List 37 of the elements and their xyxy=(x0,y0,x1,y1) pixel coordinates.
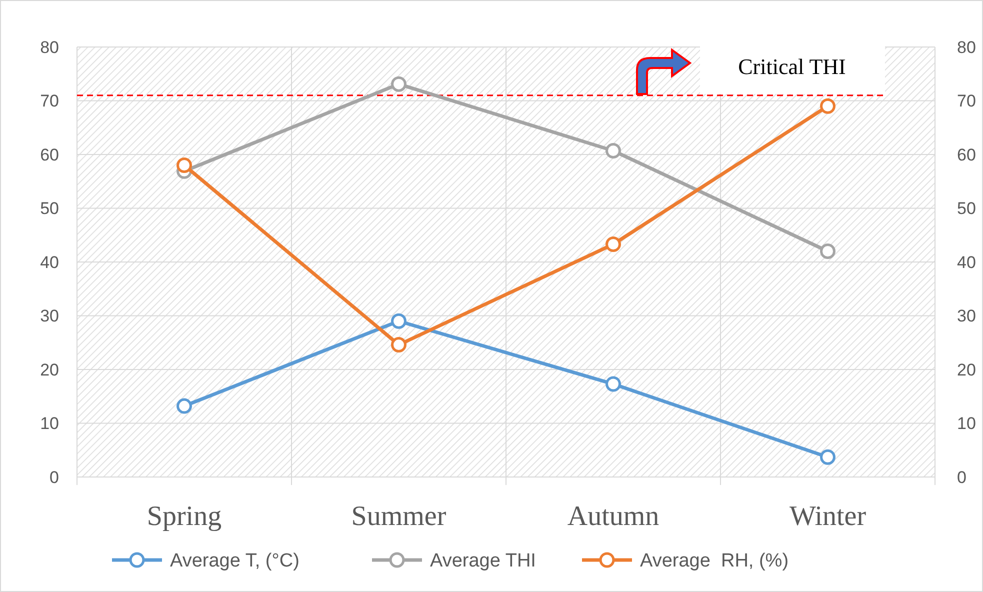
y2-tick-label: 80 xyxy=(957,38,976,57)
y2-tick-label: 70 xyxy=(957,92,976,111)
legend-label: Critical THI xyxy=(738,54,846,79)
y2-tick-label: 10 xyxy=(957,414,976,434)
point xyxy=(820,449,836,465)
x-tick-label: Autumn xyxy=(567,501,660,532)
y-tick-label: 20 xyxy=(40,360,59,380)
y2-tick-label: 0 xyxy=(957,468,966,487)
point xyxy=(606,236,621,252)
point xyxy=(820,244,836,259)
y2-tick-label: 60 xyxy=(957,145,976,164)
y-tick-label: 50 xyxy=(40,199,59,218)
y2-tick-label: 30 xyxy=(957,306,976,326)
y-tick-label: 0 xyxy=(50,468,59,487)
x-tick-label: Summer xyxy=(351,501,447,532)
y2-tick-label: 20 xyxy=(957,360,976,380)
point xyxy=(606,376,621,392)
x-tick-label: Winter xyxy=(789,501,867,532)
x-tick-label: Spring xyxy=(146,501,222,532)
y-tick-label: 60 xyxy=(40,145,59,164)
y2-tick-label: 40 xyxy=(957,252,976,272)
y-tick-label: 40 xyxy=(40,252,59,272)
point xyxy=(820,98,836,114)
point xyxy=(176,158,192,173)
point xyxy=(391,313,406,329)
legend-label: Average THI xyxy=(430,550,536,572)
point xyxy=(391,76,406,92)
point xyxy=(176,398,192,414)
point xyxy=(391,337,406,353)
point xyxy=(606,142,621,158)
y-tick-label: 70 xyxy=(40,92,59,111)
y-tick-label: 10 xyxy=(40,414,59,434)
y-tick-label: 30 xyxy=(40,306,59,326)
legend-label: Average RH, (%) xyxy=(640,550,789,572)
y-tick-label: 80 xyxy=(40,38,59,57)
legend-label: Average T, (°C) xyxy=(170,550,300,572)
y2-tick-label: 50 xyxy=(957,199,976,218)
